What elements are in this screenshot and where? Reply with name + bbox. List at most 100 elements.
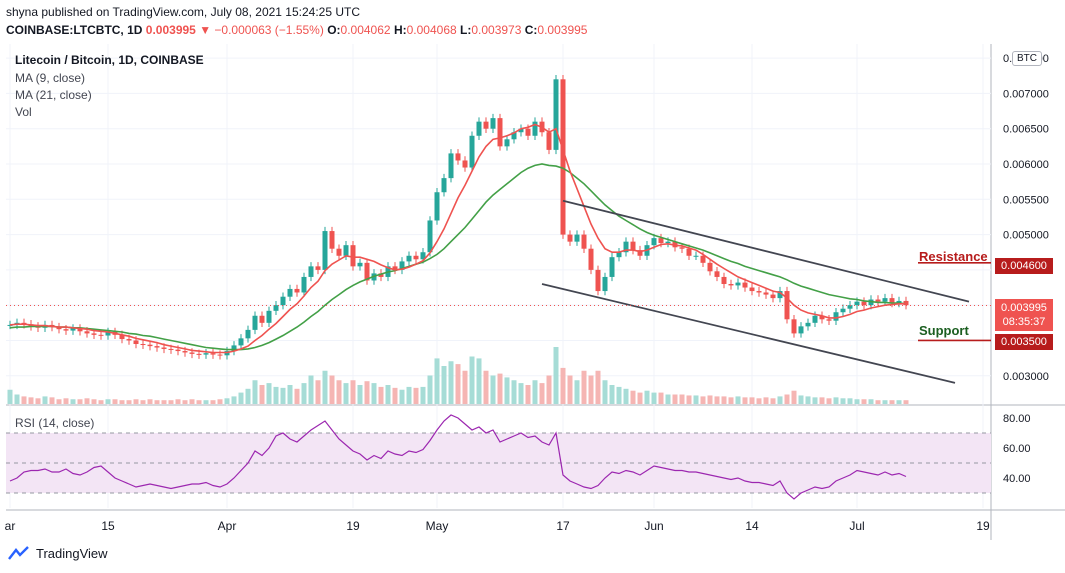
candle-body [161,347,167,349]
candle-body [777,291,783,299]
candle-body [728,284,734,286]
candle-body [378,273,384,277]
last-price: 0.003995 [145,23,196,37]
volume-bar [882,400,888,404]
volume-bar [588,375,594,404]
volume-bar [56,399,62,404]
candle-body [126,339,132,341]
candle-body [791,319,797,334]
volume-bar [518,383,524,404]
candle-body [721,276,727,284]
volume-bar [707,395,713,404]
candle-body [294,288,300,293]
ma9-line [9,123,906,354]
legend-ma21[interactable]: MA (21, close) [15,88,92,102]
volume-bar [308,375,314,404]
candle-body [665,241,671,244]
volume-bar [504,377,510,404]
volume-bar [161,400,167,404]
candle-body [315,266,321,270]
time-tick-label: 17 [556,519,570,533]
time-tick-label: 14 [745,519,759,533]
candle-body [735,282,741,286]
volume-bar [231,396,237,404]
volume-bar [686,395,692,404]
volume-bar [224,398,230,404]
volume-bar [168,400,174,404]
volume-bar [133,399,139,404]
candle-body [364,262,370,281]
candle-body [609,257,615,277]
volume-bar [532,380,538,404]
volume-bar [273,386,279,404]
volume-bar [105,399,111,404]
volume-bar [651,392,657,404]
candle-body [133,340,139,344]
support-label: Support [919,323,969,338]
volume-bar [602,380,608,404]
volume-bar [784,394,790,404]
volume-bar [805,396,811,404]
candle-body [637,250,643,256]
candle-body [882,298,888,302]
candle-body [280,296,286,306]
volume-bar [595,370,601,404]
volume-bar [462,370,468,404]
volume-bar [259,385,265,404]
currency-badge[interactable]: BTC [1012,51,1042,66]
candle-body [77,328,83,332]
volume-bar [756,398,762,404]
candle-body [273,305,279,311]
volume-bar [861,399,867,404]
candle-body [91,333,97,335]
volume-bar [84,398,90,404]
candle-body [196,353,202,355]
candle-body [518,128,524,133]
volume-bar [476,358,482,404]
legend-vol[interactable]: Vol [15,105,32,119]
volume-bar [378,386,384,404]
current-price-tag: 0.003995 08:35:37 [995,299,1053,331]
candle-body [805,322,811,327]
volume-bar [203,400,209,404]
candle-body [651,238,657,246]
volume-bar [210,400,216,404]
volume-bar [889,400,895,404]
candle-body [266,310,272,323]
legend-rsi[interactable]: RSI (14, close) [15,416,95,430]
symbol-ohlc-row: COINBASE:LTCBTC, 1D 0.003995 ▼ −0.000063… [6,23,587,37]
candle-body [658,238,664,244]
candle-body [98,334,104,336]
candle-body [140,344,146,345]
current-price-value: 0.003995 [1001,302,1047,314]
candle-body [679,247,685,249]
volume-bar [469,356,475,404]
candle-body [707,262,713,272]
candle-body [322,231,328,270]
volume-bar [77,399,83,404]
resistance-price-tag: 0.004600 [995,258,1053,274]
candle-body [343,245,349,256]
volume-bar [343,383,349,404]
candle-body [259,315,265,323]
volume-bar [903,400,909,404]
candle-body [70,328,76,331]
volume-bar [399,389,405,404]
time-tick-label: May [426,519,449,533]
volume-bar [763,397,769,404]
candle-body [420,252,426,260]
volume-bar [70,399,76,404]
symbol-name: COINBASE:LTCBTC, 1D [6,23,143,37]
candle-body [770,294,776,299]
volume-bar [847,398,853,404]
legend-ma9[interactable]: MA (9, close) [15,71,86,85]
volume-bar [154,400,160,404]
candle-body [252,315,258,330]
tradingview-footer[interactable]: TradingView [8,545,108,561]
candle-body [448,153,454,179]
volume-bar [301,383,307,404]
candle-body [553,79,559,150]
volume-bar [175,399,181,404]
volume-bar [658,392,664,404]
